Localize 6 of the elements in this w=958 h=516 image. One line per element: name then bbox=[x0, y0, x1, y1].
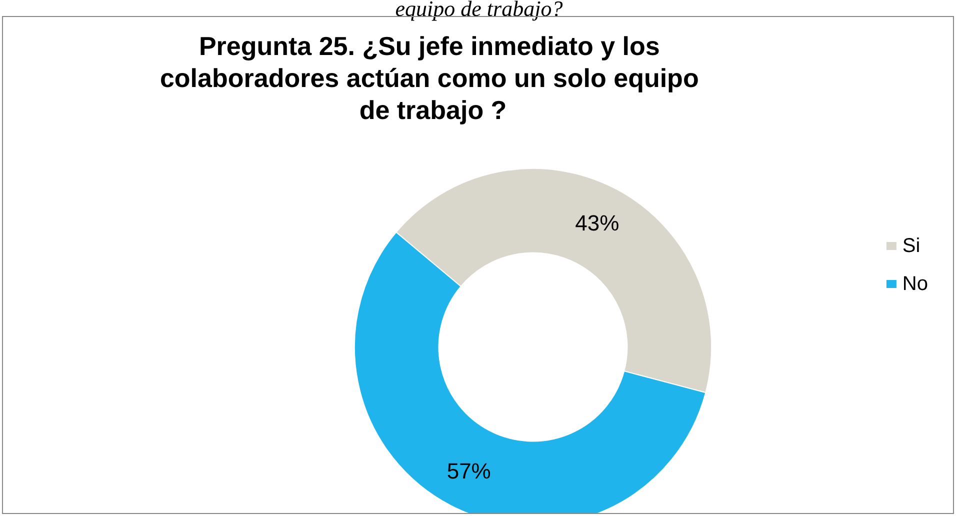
chart-title: Pregunta 25. ¿Su jefe inmediato y los colaboradores actúan como un solo equipo de trabajo ? bbox=[160, 31, 706, 125]
text: equipo de trabajo? bbox=[394, 0, 564, 21]
legend-label: Si bbox=[902, 235, 920, 257]
data-label: 43% bbox=[575, 210, 620, 236]
legend-label: No bbox=[902, 273, 928, 295]
data-label: 57% bbox=[446, 458, 491, 484]
